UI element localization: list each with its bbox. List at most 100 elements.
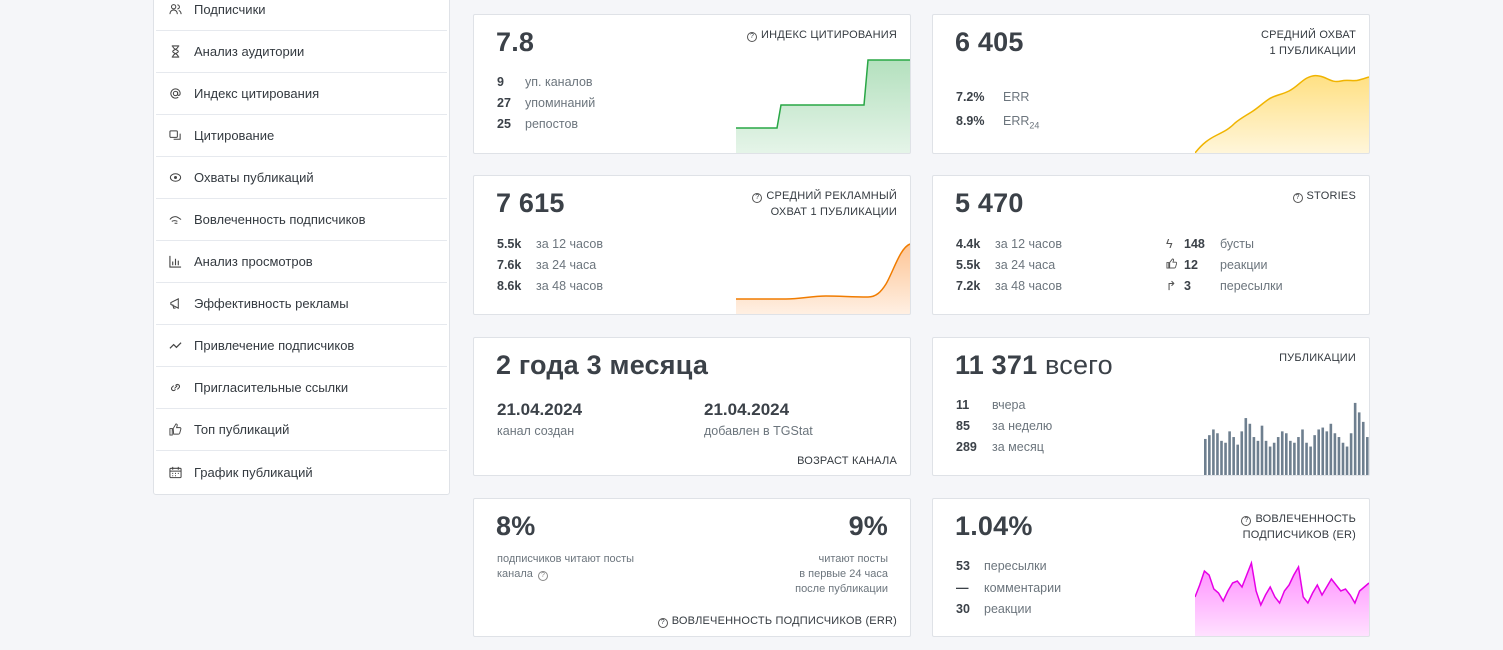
info-icon: ? xyxy=(747,32,758,42)
stat-label: комментарии xyxy=(984,580,1062,595)
err-left-value: 8% xyxy=(496,511,536,541)
publications-tag: ПУБЛИКАЦИИ xyxy=(1279,352,1356,364)
publication-bar xyxy=(1212,429,1215,475)
sidebar-item-3[interactable]: Индекс цитирования xyxy=(156,73,447,115)
hand-icon xyxy=(168,213,182,227)
sidebar-item-8[interactable]: Эффективность рекламы xyxy=(156,283,447,325)
created-date: 21.04.2024 xyxy=(497,400,583,419)
sidebar-item-label: Подписчики xyxy=(194,2,266,17)
stat-value: 85 xyxy=(956,419,970,433)
note-line: после публикации xyxy=(795,583,888,595)
publication-bar xyxy=(1289,440,1292,475)
note-line: подписчиков читают посты xyxy=(497,553,635,565)
channel-age-card: 2 года 3 месяца 21.04.2024 канал создан … xyxy=(473,337,911,476)
er-sparkline xyxy=(1195,560,1369,636)
sidebar-item-9[interactable]: Привлечение подписчиков xyxy=(156,325,447,367)
publications-bar-chart xyxy=(1204,402,1369,475)
added-label: добавлен в TGStat xyxy=(704,424,813,438)
citation-index-tag[interactable]: ? ИНДЕКС ЦИТИРОВАНИЯ xyxy=(747,27,897,43)
stat-value: 4.4k xyxy=(956,237,981,251)
tag-line: 1 ПУБЛИКАЦИИ xyxy=(1269,45,1356,57)
publication-bar xyxy=(1220,440,1223,475)
ad-reach-card: 7 615 ? СРЕДНИЙ РЕКЛАМНЫЙ ОХВАТ 1 ПУБЛИКАЦ… xyxy=(473,175,911,315)
err-stats: 7.2% ERR 8.9% ERR24 xyxy=(956,85,1039,138)
stat-value: 27 xyxy=(497,96,511,110)
at-icon xyxy=(168,87,182,101)
citation-index-value: 7.8 xyxy=(496,27,535,57)
sidebar-item-11[interactable]: Топ публикаций xyxy=(156,409,447,451)
publication-bar xyxy=(1256,440,1260,475)
err-tag[interactable]: ? ВОВЛЕЧЕННОСТЬ ПОДПИСЧИКОВ (ERR) xyxy=(657,615,897,628)
stat-label: за 12 часов xyxy=(995,237,1062,251)
stat-value: 148 xyxy=(1184,237,1205,251)
tag-line: СРЕДНИЙ РЕКЛАМНЫЙ xyxy=(766,190,897,202)
sidebar-item-label: Охваты публикаций xyxy=(194,170,314,185)
sidebar-item-5[interactable]: Охваты публикаций xyxy=(156,157,447,199)
sidebar-item-label: График публикаций xyxy=(194,464,313,480)
ad-reach-tag[interactable]: ? СРЕДНИЙ РЕКЛАМНЫЙ ОХВАТ 1 ПУБЛИКАЦИИ xyxy=(752,188,897,220)
tag-line: ПОДПИСЧИКОВ (ER) xyxy=(1242,529,1356,541)
stat-label: за неделю xyxy=(992,419,1053,433)
publication-bar xyxy=(1224,442,1227,475)
sidebar-item-1[interactable]: Подписчики xyxy=(156,0,447,31)
info-icon[interactable]: ? xyxy=(537,571,548,581)
tag-line: ОХВАТ 1 ПУБЛИКАЦИИ xyxy=(770,206,897,218)
stat-value: 7.2% xyxy=(956,90,985,104)
stat-subscript: 24 xyxy=(1029,120,1040,131)
publication-bar xyxy=(1228,431,1231,475)
sidebar-item-12[interactable]: График публикаций xyxy=(156,451,447,493)
stat-label: за 48 часов xyxy=(995,279,1062,293)
publication-bar xyxy=(1357,412,1361,475)
publication-bar xyxy=(1305,442,1308,475)
publication-bar xyxy=(1276,437,1280,475)
thumbs-up-icon xyxy=(168,423,182,437)
sidebar-item-label: Индекс цитирования xyxy=(194,86,320,101)
info-icon: ? xyxy=(1292,193,1303,203)
er-tag[interactable]: ? ВОВЛЕЧЕННОСТЬ ПОДПИСЧИКОВ (ER) xyxy=(1241,511,1356,543)
tag-line: СРЕДНИЙ ОХВАТ xyxy=(1260,29,1356,41)
citation-index-card: 7.8 ? ИНДЕКС ЦИТИРОВАНИЯ 9 уп. каналов 27 у… xyxy=(473,14,911,154)
stories-extra-stats: ϟ 148 бусты 12 реакции ↱ 3 пересылки xyxy=(1166,234,1283,297)
stat-label: бусты xyxy=(1220,237,1254,251)
publication-bar xyxy=(1297,437,1300,475)
publication-bar xyxy=(1204,438,1207,475)
sidebar-item-2[interactable]: Анализ аудитории xyxy=(156,31,447,73)
note-line: канала xyxy=(497,568,533,580)
sidebar-item-10[interactable]: Пригласительные ссылки xyxy=(156,367,447,409)
stat-value: — xyxy=(956,580,969,595)
sidebar-item-7[interactable]: Анализ просмотров xyxy=(156,241,447,283)
created-label: канал создан xyxy=(497,424,575,438)
sidebar-item-6[interactable]: Вовлеченность подписчиков xyxy=(156,199,447,241)
publications-unit: всего xyxy=(1045,350,1113,380)
calendar-icon xyxy=(168,465,182,479)
average-reach-value: 6 405 xyxy=(955,27,1024,57)
publication-bar xyxy=(1301,429,1304,475)
publication-bar xyxy=(1321,427,1325,475)
publication-bar xyxy=(1333,433,1337,475)
stories-value: 5 470 xyxy=(955,188,1024,218)
sidebar-list: Подписчики Анализ аудитории Индекс цитиров… xyxy=(154,0,449,493)
publication-bar xyxy=(1345,446,1349,475)
link-icon xyxy=(168,381,182,395)
share-icon: ↱ xyxy=(1166,279,1177,293)
sidebar-item-4[interactable]: Цитирование xyxy=(156,115,447,157)
stat-value: 12 xyxy=(1184,258,1198,272)
publication-bar xyxy=(1240,431,1244,475)
stat-label: ERR xyxy=(1003,114,1030,128)
publication-bar xyxy=(1309,446,1312,475)
err-right-value: 9% xyxy=(848,511,888,541)
stat-label: уп. каналов xyxy=(525,75,593,89)
stat-value: 11 xyxy=(956,398,970,412)
created-block: 21.04.2024 канал создан xyxy=(497,400,582,438)
bolt-icon: ϟ xyxy=(1166,237,1173,251)
stat-value: 289 xyxy=(956,440,977,454)
publications-card: 11 371 всего ПУБЛИКАЦИИ 11 вчера 85 за нед… xyxy=(932,337,1370,476)
stat-value: 25 xyxy=(497,117,511,131)
stories-tag[interactable]: ? STORIES xyxy=(1292,188,1357,204)
citation-stats: 9 уп. каналов 27 упоминаний 25 репостов xyxy=(497,72,595,135)
reach-sparkline xyxy=(1195,74,1369,153)
sidebar-item-label: Пригласительные ссылки xyxy=(194,380,349,395)
ad-reach-stats: 5.5k за 12 часов 7.6k за 24 часа 8.6k за 48… xyxy=(497,234,603,297)
citation-sparkline xyxy=(736,59,910,153)
err-right-note: читают посты в первые 24 часа после публ… xyxy=(795,552,888,597)
